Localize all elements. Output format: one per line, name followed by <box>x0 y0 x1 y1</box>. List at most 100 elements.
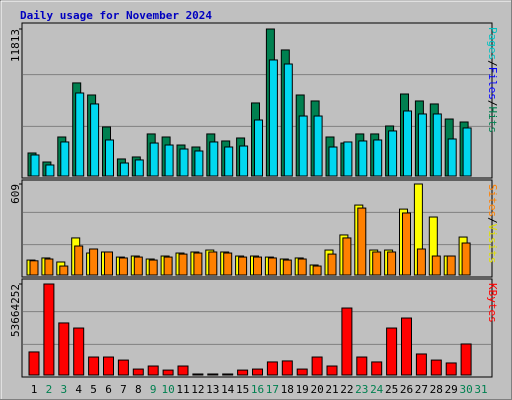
bar <box>254 119 263 177</box>
x-tick-label: 30 <box>459 383 472 396</box>
bar <box>342 237 352 276</box>
legend: KBytes <box>486 283 499 323</box>
bar <box>446 255 456 276</box>
bar <box>194 150 204 177</box>
legend-entry: / <box>486 60 499 67</box>
bar <box>88 356 100 376</box>
bar <box>133 256 143 276</box>
bar <box>311 356 323 376</box>
bar <box>164 144 174 177</box>
bar <box>297 258 307 276</box>
bar <box>74 245 84 276</box>
x-tick-label: 4 <box>75 383 82 396</box>
bar <box>430 359 442 376</box>
y-tick-label: 609 <box>9 184 22 204</box>
bar <box>163 256 173 276</box>
x-tick-label: 3 <box>60 383 67 396</box>
bar <box>253 256 262 276</box>
bar <box>313 115 323 177</box>
bar <box>29 260 39 276</box>
bar <box>30 154 40 177</box>
bar <box>177 365 189 376</box>
legend: Pages/Files/Hits <box>486 27 499 133</box>
bar <box>132 368 144 376</box>
x-tick-label: 18 <box>281 383 294 396</box>
bar <box>117 359 129 376</box>
x-tick-label: 14 <box>221 383 235 396</box>
legend-entry: Visits <box>486 224 499 264</box>
bar <box>298 115 308 177</box>
bar <box>238 256 248 276</box>
bar <box>193 252 203 276</box>
x-tick-label: 25 <box>385 383 398 396</box>
bar <box>207 373 219 376</box>
bar <box>252 368 263 376</box>
bar <box>237 369 249 376</box>
legend-entry: KBytes <box>486 283 499 323</box>
bar <box>149 142 159 177</box>
x-tick-label: 21 <box>325 383 338 396</box>
x-tick-label: 10 <box>161 383 174 396</box>
legend-entry: Sites <box>486 184 499 217</box>
bar <box>327 253 337 276</box>
bar <box>268 59 278 177</box>
bar <box>73 327 85 376</box>
bar <box>147 365 159 376</box>
bar <box>119 162 129 177</box>
bar <box>460 343 472 376</box>
bar <box>282 259 292 276</box>
bar <box>387 251 397 276</box>
bar <box>386 327 398 376</box>
legend-entry: / <box>486 100 499 107</box>
bar <box>266 361 278 376</box>
bar <box>343 141 353 177</box>
bar <box>28 351 40 376</box>
legend-entry: Hits <box>486 107 499 134</box>
bar <box>403 110 412 177</box>
x-tick-label: 26 <box>400 383 413 396</box>
bar <box>104 251 113 276</box>
bar <box>281 360 293 376</box>
bar <box>296 368 308 376</box>
bar <box>358 140 368 177</box>
y-tick-label: 11813 <box>9 29 22 62</box>
bar <box>192 373 204 376</box>
bar <box>432 113 442 177</box>
x-tick-label: 1 <box>31 383 38 396</box>
bar <box>417 113 427 177</box>
x-tick-label: 5 <box>90 383 97 396</box>
x-tick-label: 15 <box>236 383 249 396</box>
bar <box>89 248 99 276</box>
bar <box>461 242 471 276</box>
x-tick-label: 31 <box>474 383 487 396</box>
bar <box>371 361 383 376</box>
x-tick-label: 22 <box>340 383 353 396</box>
bar <box>222 373 234 376</box>
bar <box>267 257 277 276</box>
bar <box>223 252 233 276</box>
bar <box>431 255 441 276</box>
bar <box>357 207 367 276</box>
x-tick-label: 9 <box>150 383 157 396</box>
bar <box>179 148 189 177</box>
legend-entry: / <box>486 217 499 224</box>
x-tick-label: 12 <box>191 383 204 396</box>
y-tick-label: 53664252 <box>9 284 22 337</box>
bar <box>402 212 411 276</box>
x-tick-label: 6 <box>105 383 112 396</box>
x-tick-label: 11 <box>176 383 189 396</box>
bar <box>162 369 174 376</box>
bar <box>341 307 353 376</box>
bar <box>44 258 54 276</box>
bar <box>43 283 55 376</box>
bar <box>178 253 188 276</box>
plot-area <box>21 278 493 378</box>
bar <box>356 356 368 376</box>
bar <box>134 159 144 177</box>
bar <box>59 265 69 276</box>
x-tick-label: 7 <box>120 383 127 396</box>
x-tick-label: 24 <box>370 383 384 396</box>
bar <box>328 146 338 177</box>
bar <box>208 251 218 276</box>
